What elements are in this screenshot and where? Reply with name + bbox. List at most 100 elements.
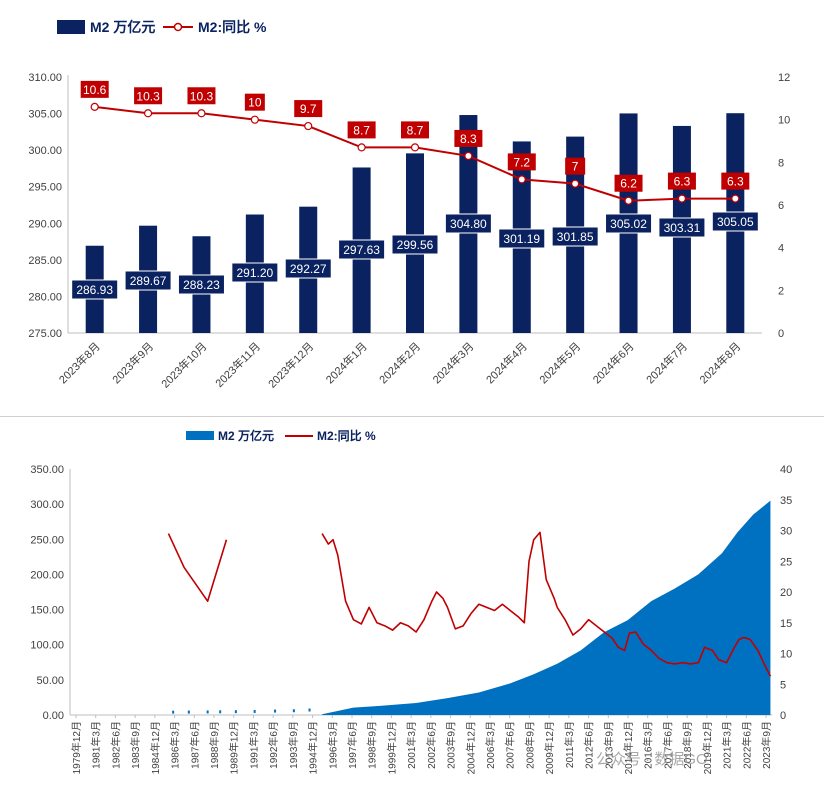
x-tick-label: 1979年12月 bbox=[70, 721, 83, 774]
yoy-label-box bbox=[454, 129, 483, 147]
bottom-chart-panel: M2 万亿元 M2:同比 % 0.00 50.00 100.00 150.00 200.00… bbox=[0, 417, 824, 793]
yoy-value-label: 10.3 bbox=[190, 89, 214, 103]
bar-value-label: 297.63 bbox=[343, 243, 380, 257]
x-tick-label: 1992年6月 bbox=[267, 721, 280, 769]
bar-label-box bbox=[444, 213, 492, 234]
bar-label-box bbox=[658, 217, 706, 238]
y-right-tick-label: 6 bbox=[778, 200, 784, 212]
bar-value-label: 286.93 bbox=[76, 283, 113, 297]
legend-area-label: M2 万亿元 bbox=[218, 428, 274, 443]
x-tick-label: 2024年4月 bbox=[483, 339, 530, 386]
y-right-tick-label: 10 bbox=[780, 649, 792, 661]
m2-sparse-marker bbox=[234, 710, 237, 714]
bar-label-box bbox=[284, 258, 332, 279]
yoy-value-label: 6.3 bbox=[727, 175, 744, 189]
x-tick-label: 2002年6月 bbox=[425, 721, 438, 769]
y-left-tick-label: 300.00 bbox=[28, 145, 62, 157]
bottom-chart: M2 万亿元 M2:同比 % 0.00 50.00 100.00 150.00 200.00… bbox=[30, 428, 792, 774]
yoy-label-box bbox=[244, 93, 265, 111]
m2-sparse-marker bbox=[292, 709, 295, 713]
x-tick-label: 2021年3月 bbox=[721, 721, 734, 769]
y-left-tick-label: 290.00 bbox=[28, 218, 62, 230]
x-tick-label: 1983年9月 bbox=[129, 721, 142, 769]
bar-label-box bbox=[124, 270, 172, 291]
x-tick-label: 1997年6月 bbox=[346, 721, 359, 769]
y-right-tick-label: 5 bbox=[780, 679, 786, 691]
bar-label-box bbox=[231, 262, 279, 283]
y-left-tick-label: 300.00 bbox=[30, 499, 64, 511]
m2-sparse-marker bbox=[253, 709, 256, 713]
top-chart-panel: M2 万亿元 M2:同比 % 275.00 280.00 285.00 290.00 295… bbox=[0, 19, 824, 417]
yoy-value-label: 8.7 bbox=[353, 123, 370, 137]
x-tick-label: 2016年3月 bbox=[642, 721, 655, 769]
yoy-label-box bbox=[294, 100, 323, 118]
x-tick-label: 2006年3月 bbox=[484, 721, 497, 769]
yoy-point bbox=[571, 179, 580, 188]
x-tick-label: 2001年3月 bbox=[405, 721, 418, 769]
yoy-label-box bbox=[565, 157, 586, 175]
bar-value-label: 301.85 bbox=[557, 230, 594, 244]
y-left-tick-label: 350.00 bbox=[30, 464, 64, 476]
yoy-label-box bbox=[80, 80, 109, 98]
bar-value-label: 301.19 bbox=[503, 232, 540, 246]
legend-line-marker bbox=[173, 22, 183, 32]
bar-label-box bbox=[551, 226, 599, 247]
yoy-value-label: 10.6 bbox=[83, 83, 107, 97]
bar-value-label: 288.23 bbox=[183, 278, 220, 292]
x-tick-label: 2012年6月 bbox=[583, 721, 596, 769]
bar-value-label: 289.67 bbox=[130, 274, 167, 288]
bar-label-box bbox=[498, 228, 546, 249]
y-right-tick-label: 30 bbox=[780, 526, 792, 538]
x-tick-label: 2014年12月 bbox=[622, 721, 635, 774]
x-tick-label: 2022年6月 bbox=[740, 721, 753, 769]
yoy-point bbox=[677, 194, 687, 203]
y-right-tick-label: 10 bbox=[778, 115, 790, 127]
x-tick-label: 2003年9月 bbox=[445, 721, 458, 769]
y-right-tick-label: 12 bbox=[778, 72, 790, 84]
bar-label-box bbox=[177, 274, 225, 295]
y-left-tick-label: 100.00 bbox=[30, 640, 64, 652]
y-left-tick-label: 285.00 bbox=[28, 255, 62, 267]
y-left-tick-label: 0.00 bbox=[43, 710, 64, 722]
x-tick-label: 1994年12月 bbox=[307, 721, 320, 774]
legend-line-label: M2:同比 % bbox=[317, 428, 376, 443]
y-left-tick-label: 295.00 bbox=[28, 182, 62, 194]
yoy-point bbox=[250, 115, 259, 124]
y-right-tick-label: 25 bbox=[780, 556, 792, 568]
yoy-point bbox=[464, 151, 473, 161]
y-right-tick-label: 40 bbox=[780, 464, 792, 476]
yoy-value-label: 6.3 bbox=[674, 175, 691, 189]
yoy-value-label: 10.3 bbox=[136, 89, 160, 103]
x-tick-label: 2011年3月 bbox=[563, 721, 576, 768]
m2-sparse-marker bbox=[172, 710, 175, 714]
bar-value-label: 292.27 bbox=[290, 262, 327, 276]
x-tick-label: 1982年6月 bbox=[109, 721, 122, 769]
legend-line-label: M2:同比 % bbox=[198, 19, 267, 35]
m2-sparse-marker bbox=[274, 709, 277, 713]
watermark: 公众号 · 数据GO bbox=[596, 751, 708, 768]
x-tick-label: 1996年3月 bbox=[326, 721, 339, 769]
x-tick-label: 2018年9月 bbox=[681, 721, 694, 769]
yoy-line bbox=[321, 531, 772, 677]
m2-sparse-marker bbox=[219, 710, 222, 714]
yoy-value-label: 6.2 bbox=[620, 177, 637, 191]
yoy-point bbox=[731, 194, 740, 203]
y-right-tick-label: 35 bbox=[780, 495, 792, 507]
yoy-value-label: 9.7 bbox=[300, 102, 317, 116]
x-tick-label: 2023年10月 bbox=[158, 339, 209, 390]
x-tick-label: 2023年11月 bbox=[212, 339, 263, 390]
yoy-label-box bbox=[721, 172, 750, 190]
bar-value-label: 299.56 bbox=[397, 238, 434, 252]
yoy-label-box bbox=[187, 87, 216, 105]
x-tick-label: 2023年12月 bbox=[265, 339, 316, 390]
bar-label-box bbox=[391, 234, 439, 255]
m2-sparse-marker bbox=[206, 710, 209, 714]
x-tick-label: 2024年1月 bbox=[323, 339, 370, 386]
y-right-tick-label: 0 bbox=[778, 328, 784, 340]
x-tick-label: 2023年8月 bbox=[56, 339, 103, 386]
x-tick-label: 2024年7月 bbox=[643, 339, 690, 386]
x-tick-label: 2023年9月 bbox=[760, 721, 773, 769]
yoy-label-box bbox=[667, 172, 696, 190]
yoy-line bbox=[167, 533, 228, 603]
x-tick-label: 2024年2月 bbox=[376, 339, 423, 386]
